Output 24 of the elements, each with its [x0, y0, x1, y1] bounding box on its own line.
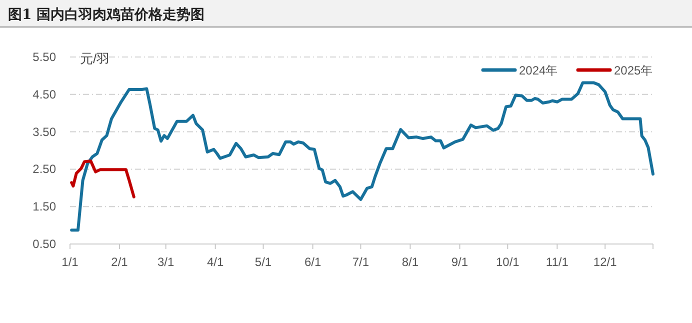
x-tick-label: 2/1 [111, 255, 128, 269]
y-tick-label: 2.50 [32, 162, 56, 176]
y-tick-label: 3.50 [32, 124, 56, 139]
y-tick-label: 0.50 [32, 237, 56, 251]
x-tick-label: 10/1 [496, 255, 520, 269]
x-tick-label: 6/1 [304, 255, 322, 269]
x-tick-label: 11/1 [546, 255, 569, 269]
x-tick-label: 1/1 [62, 255, 79, 269]
x-tick-label: 8/1 [402, 255, 419, 269]
line-series [70, 159, 136, 198]
x-tick-label: 5/1 [254, 255, 272, 269]
y-tick-label: 4.50 [32, 87, 56, 102]
y-tick-label: 1.50 [32, 200, 56, 214]
x-tick-label: 3/1 [157, 255, 174, 269]
x-tick-label: 4/1 [207, 255, 224, 269]
legend-label: 2024年 [519, 64, 558, 78]
y-tick-label: 5.50 [32, 50, 56, 64]
legend-label: 2025年 [614, 64, 653, 78]
x-tick-label: 9/1 [451, 255, 468, 269]
line-series [70, 81, 654, 232]
y-axis-title: 元/羽 [80, 51, 110, 66]
x-tick-label: 7/1 [352, 255, 370, 269]
x-tick-label: 12/1 [593, 255, 618, 269]
chart-title: 图1 国内白羽肉鸡苗价格走势图 [8, 7, 205, 23]
